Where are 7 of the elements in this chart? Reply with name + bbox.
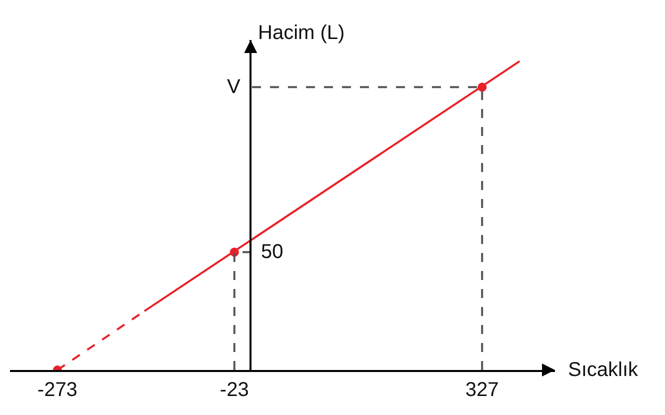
- x-tick-label: -273: [37, 379, 78, 401]
- data-label: V: [227, 76, 241, 98]
- x-tick-label: -23: [220, 379, 249, 401]
- x-axis-title: Sıcaklık: [568, 359, 640, 381]
- data-label: 50: [261, 241, 284, 263]
- x-tick-label: 327: [465, 379, 499, 401]
- y-axis-title: Hacim (L): [258, 22, 345, 44]
